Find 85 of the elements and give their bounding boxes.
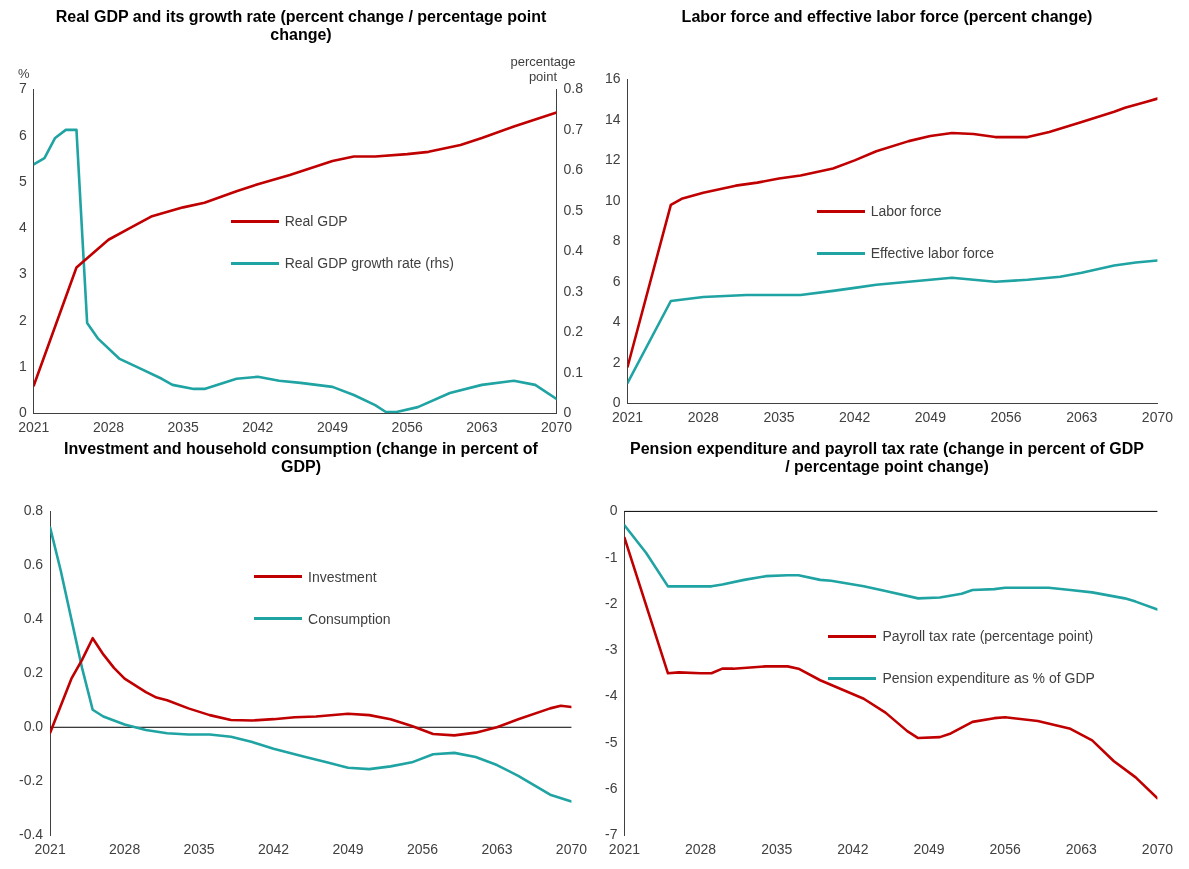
x-tick-label: 2021 <box>611 409 644 426</box>
legend-label: Real GDP growth rate (rhs) <box>284 255 455 272</box>
y-tick-label: 16 <box>604 70 621 87</box>
x-tick-label: 2056 <box>406 841 439 858</box>
legend-label: Payroll tax rate (percentage point) <box>882 628 1094 645</box>
y2-tick-label: 0.5 <box>563 201 584 218</box>
legend-label: Investment <box>308 568 377 585</box>
x-tick-label: 2070 <box>555 841 588 858</box>
x-tick-label: 2070 <box>1141 841 1174 858</box>
y2-tick-label: 0.2 <box>563 323 584 340</box>
y-tick-label: 0.8 <box>23 502 44 519</box>
y-tick-label: -6 <box>605 779 618 796</box>
y-tick-label: -7 <box>605 826 618 843</box>
x-tick-label: 2042 <box>257 841 290 858</box>
x-tick-label: 2056 <box>391 419 423 436</box>
y2-tick-label: 0.1 <box>563 363 584 380</box>
x-tick-label: 2035 <box>183 841 215 858</box>
y-tick-label: 0.4 <box>23 610 44 627</box>
y-tick-label: -2 <box>605 594 618 611</box>
legend-label: Effective labor force <box>870 245 995 262</box>
y2-tick-label: 0.3 <box>563 282 584 299</box>
x-tick-label: 2049 <box>332 841 364 858</box>
x-tick-label: 2063 <box>1065 841 1098 858</box>
y-tick-label: 6 <box>612 272 621 289</box>
y2-tick-label: 0.4 <box>563 242 584 259</box>
x-tick-label: 2056 <box>990 409 1022 426</box>
y-tick-label: 2 <box>612 353 621 370</box>
legend-label: Consumption <box>308 610 391 627</box>
y-tick-label: 0.0 <box>23 718 44 735</box>
x-tick-label: 2021 <box>34 841 66 858</box>
y-tick-label: 4 <box>18 219 27 236</box>
y-tick-label: 0 <box>612 394 621 411</box>
x-tick-label: 2063 <box>1066 409 1098 426</box>
x-tick-label: 2035 <box>761 841 793 858</box>
y-tick-label: 7 <box>18 80 27 97</box>
y-tick-label: -0.2 <box>19 772 44 789</box>
x-tick-label: 2056 <box>989 841 1021 858</box>
x-tick-label: 2035 <box>167 419 199 436</box>
y-axis-title: % <box>18 66 30 81</box>
y-tick-label: -1 <box>605 548 618 565</box>
legend-label: Labor force <box>870 203 942 220</box>
x-tick-label: 2021 <box>18 419 50 436</box>
y-tick-label: 14 <box>604 110 621 127</box>
y-tick-label: 8 <box>612 232 621 249</box>
x-tick-label: 2028 <box>92 419 125 436</box>
y2-tick-label: 0 <box>563 404 572 421</box>
x-tick-label: 2049 <box>914 409 947 426</box>
y-tick-label: -0.4 <box>19 826 44 843</box>
y-tick-label: 1 <box>18 357 27 374</box>
x-tick-label: 2070 <box>540 419 573 436</box>
x-tick-label: 2042 <box>837 841 869 858</box>
x-tick-label: 2028 <box>687 409 720 426</box>
x-tick-label: 2049 <box>913 841 945 858</box>
x-tick-label: 2042 <box>242 419 274 436</box>
y-tick-label: 10 <box>604 191 621 208</box>
chart-title: Investment and household consumption (change in percent of GDP) <box>63 440 539 477</box>
x-tick-label: 2021 <box>608 841 641 858</box>
legend-label: Pension expenditure as % of GDP <box>882 670 1095 687</box>
y-tick-label: 0.2 <box>23 664 44 681</box>
y-tick-label: 2 <box>18 311 27 328</box>
chart-title: Labor force and effective labor force (percent change) <box>680 8 1094 27</box>
x-tick-label: 2028 <box>685 841 717 858</box>
y-tick-label: 3 <box>18 265 27 282</box>
y-tick-label: 5 <box>18 172 27 189</box>
x-tick-label: 2063 <box>481 841 513 858</box>
chart-title: Real GDP and its growth rate (percent change / percentage point change) <box>55 8 547 43</box>
y-tick-label: 6 <box>18 126 27 143</box>
x-tick-label: 2063 <box>466 419 498 436</box>
x-tick-label: 2042 <box>839 409 871 426</box>
y-tick-label: 4 <box>612 313 621 330</box>
y-tick-label: -5 <box>605 733 618 750</box>
y2-tick-label: 0.6 <box>563 161 584 178</box>
x-tick-label: 2049 <box>316 419 349 436</box>
y-tick-label: 0 <box>609 502 618 519</box>
x-tick-label: 2070 <box>1141 409 1174 426</box>
y-tick-label: -4 <box>605 687 618 704</box>
y-tick-label: -3 <box>605 641 618 658</box>
x-tick-label: 2028 <box>109 841 141 858</box>
chart-title: Pension expenditure and payroll tax rate (change in percent of GDP / percentage point change) <box>629 440 1145 477</box>
y-tick-label: 0.6 <box>23 556 44 573</box>
legend-label: Real GDP <box>284 213 348 230</box>
y-tick-label: 0 <box>18 404 27 421</box>
y-tick-label: 12 <box>604 151 621 168</box>
y2-tick-label: 0.7 <box>563 120 584 137</box>
x-tick-label: 2035 <box>763 409 795 426</box>
